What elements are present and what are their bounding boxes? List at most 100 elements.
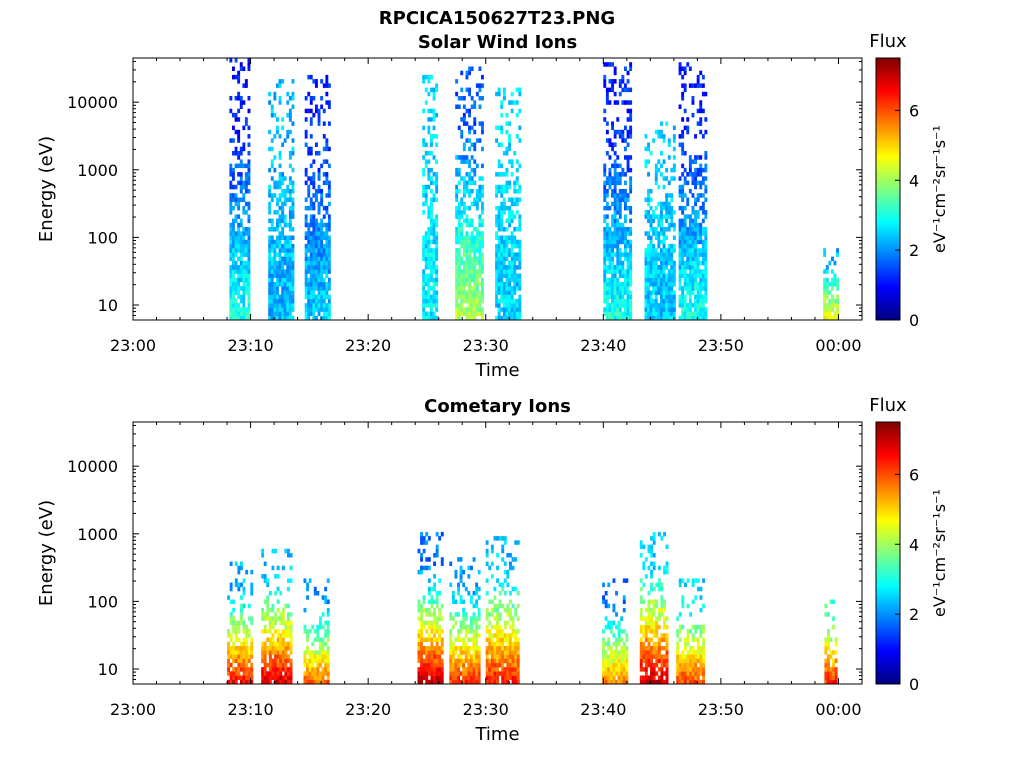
spectrogram-cell — [242, 654, 246, 659]
spectrogram-cell — [281, 260, 285, 266]
spectrogram-cell — [247, 134, 251, 139]
spectrogram-cell — [694, 201, 697, 207]
spectrogram-cell — [467, 565, 471, 571]
spectrogram-cell — [518, 298, 522, 304]
spectrogram-cell — [624, 214, 627, 219]
spectrogram-cell — [485, 561, 489, 566]
spectrogram-cell — [239, 163, 243, 169]
spectrogram-cell — [307, 282, 311, 287]
spectrogram-cell — [430, 142, 433, 147]
spectrogram-cell — [475, 282, 479, 287]
spectrogram-cell — [244, 117, 248, 122]
spectrogram-cell — [242, 294, 246, 300]
spectrogram-cell — [464, 667, 468, 672]
spectrogram-cell — [422, 239, 426, 245]
spectrogram-cell — [688, 303, 692, 308]
spectrogram-cell — [624, 125, 627, 131]
spectrogram-cell — [509, 561, 512, 566]
spectrogram-cell — [654, 269, 658, 274]
spectrogram-cell — [312, 252, 316, 257]
spectrogram-cell — [498, 641, 502, 647]
spectrogram-cell — [660, 151, 663, 156]
spectrogram-cell — [652, 586, 656, 592]
spectrogram-cell — [240, 667, 243, 672]
spectrogram-cell — [681, 210, 685, 215]
spectrogram-cell — [691, 286, 695, 291]
spectrogram-cell — [284, 662, 288, 668]
spectrogram-cell — [505, 256, 509, 262]
spectrogram-cell — [678, 624, 682, 630]
spectrogram-cell — [268, 201, 272, 207]
spectrogram-cell — [699, 303, 703, 308]
spectrogram-cell — [470, 218, 474, 224]
spectrogram-cell — [629, 269, 633, 274]
spectrogram-cell — [427, 260, 431, 266]
spectrogram-cell — [501, 586, 505, 592]
spectrogram-cell — [451, 595, 455, 600]
spectrogram-cell — [613, 134, 617, 139]
spectrogram-cell — [676, 650, 680, 655]
spectrogram-cell — [496, 667, 499, 672]
spectrogram-cell — [455, 167, 459, 173]
spectrogram-cell — [691, 311, 695, 316]
spectrogram-cell — [327, 298, 331, 304]
spectrogram-cell — [602, 662, 605, 668]
spectrogram-cell — [678, 243, 682, 249]
spectrogram-cell — [422, 290, 426, 295]
figure-title: RPCICA150627T23.PNG — [379, 8, 615, 29]
spectrogram-cell — [430, 134, 433, 139]
spectrogram-cell — [304, 96, 308, 101]
spectrogram-cell — [460, 303, 464, 308]
spectrogram-cell — [694, 303, 697, 308]
spectrogram-cell — [604, 654, 608, 659]
spectrogram-cell — [495, 282, 498, 287]
spectrogram-cell — [454, 637, 458, 642]
spectrogram-cell — [607, 582, 611, 588]
spectrogram-cell — [607, 658, 611, 664]
spectrogram-cell — [629, 155, 633, 160]
spectrogram-cell — [704, 227, 708, 232]
spectrogram-cell — [422, 646, 426, 651]
spectrogram-cell — [686, 650, 690, 655]
spectrogram-cell — [694, 134, 697, 139]
spectrogram-cell — [317, 282, 321, 287]
spectrogram-cell — [229, 290, 233, 295]
spectrogram-cell — [309, 205, 313, 211]
spectrogram-cell — [629, 210, 633, 215]
spectrogram-cell — [304, 222, 308, 228]
spectrogram-cell — [247, 66, 251, 71]
spectrogram-cell — [288, 96, 292, 101]
spectrogram-cell — [644, 269, 648, 274]
spectrogram-cell — [291, 256, 295, 262]
spectrogram-cell — [660, 265, 663, 270]
spectrogram-cell — [430, 637, 434, 642]
spectrogram-cell — [665, 176, 669, 181]
spectrogram-cell — [602, 637, 605, 642]
spectrogram-cell — [237, 256, 241, 262]
spectrogram-cell — [467, 667, 471, 672]
spectrogram-cell — [425, 620, 429, 626]
spectrogram-cell — [639, 612, 643, 617]
spectrogram-cell — [455, 294, 459, 300]
spectrogram-cell — [422, 667, 426, 672]
spectrogram-cell — [644, 303, 648, 308]
spectrogram-cell — [505, 252, 509, 257]
spectrogram-cell — [481, 189, 484, 194]
spectrogram-cell — [696, 79, 700, 84]
spectrogram-cell — [430, 620, 434, 626]
spectrogram-cell — [316, 624, 320, 630]
spectrogram-cell — [647, 265, 650, 270]
spectrogram-cell — [422, 155, 426, 160]
spectrogram-cell — [650, 658, 653, 664]
spectrogram-cell — [281, 282, 285, 287]
spectrogram-cell — [495, 290, 498, 295]
spectrogram-cell — [602, 671, 605, 676]
spectrogram-cell — [425, 675, 429, 680]
spectrogram-cell — [430, 231, 433, 236]
spectrogram-cell — [613, 315, 617, 320]
spectrogram-cell — [234, 290, 238, 295]
spectrogram-cell — [497, 235, 501, 240]
spectrogram-cell — [239, 231, 243, 236]
spectrogram-cell — [322, 222, 326, 228]
spectrogram-cell — [281, 633, 285, 638]
